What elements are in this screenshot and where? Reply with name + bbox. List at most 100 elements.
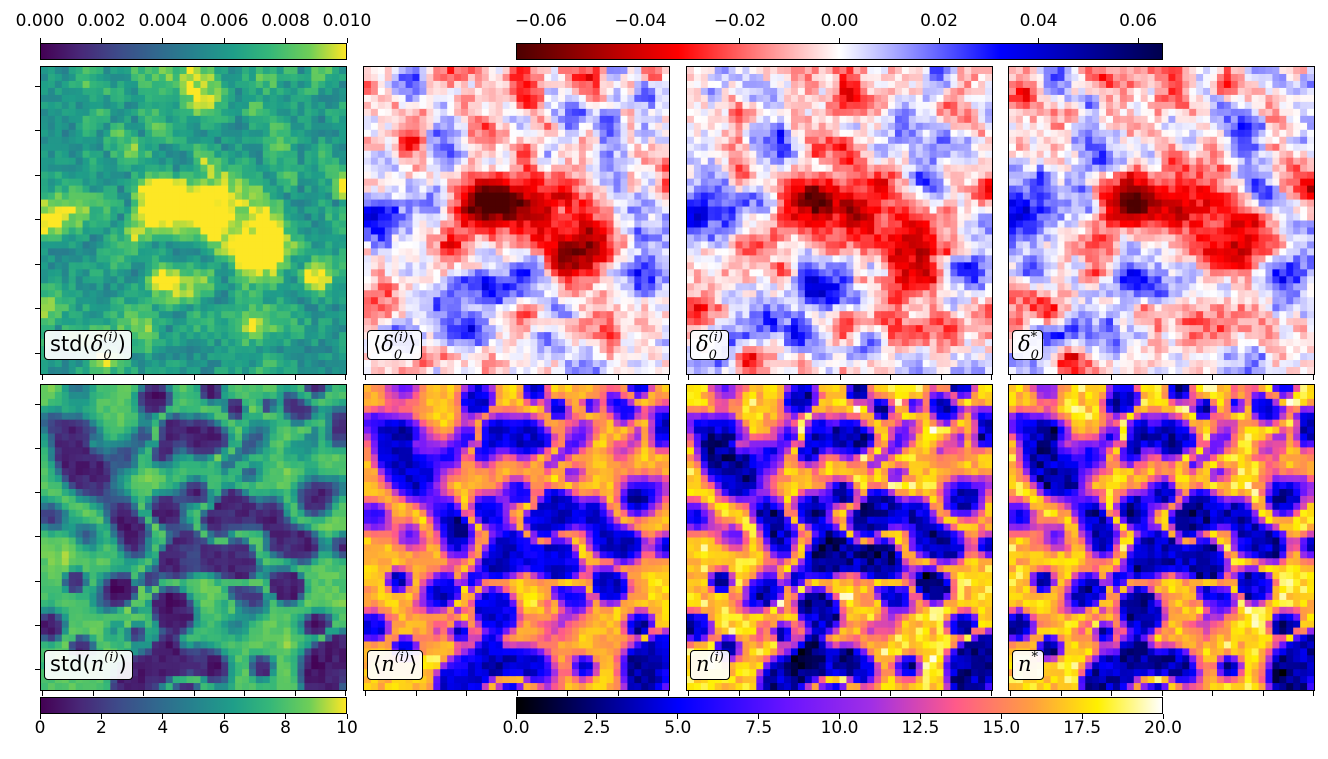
panel-label-std-n: std(n(i))	[44, 650, 133, 681]
label-symbol: n	[696, 652, 710, 676]
axis-tick	[143, 375, 144, 380]
heatmap-n-sample	[687, 385, 992, 690]
colorbar-tick-label: 20.0	[1144, 718, 1182, 738]
colorbar-tick	[162, 714, 164, 719]
axis-tick	[42, 375, 43, 380]
axis-tick	[466, 375, 467, 380]
colorbar-tick	[285, 38, 287, 43]
colorbar-tick	[285, 714, 287, 719]
axis-tick	[244, 691, 245, 696]
axis-tick	[617, 691, 619, 696]
panel-std-delta	[40, 66, 347, 375]
colorbar-tick	[1081, 714, 1083, 719]
panel-label-n-sample: n(i)	[690, 650, 730, 681]
axis-tick	[1212, 375, 1213, 380]
colorbar-tick	[1038, 38, 1040, 43]
axis-tick	[415, 375, 417, 380]
label-subscript: 0	[1030, 348, 1039, 363]
colorbar-tick	[39, 38, 41, 43]
label-scripts: (i)	[395, 650, 409, 676]
colorbar-tick-label: 17.5	[1063, 718, 1102, 738]
heatmap-mean-n	[364, 385, 669, 690]
axis-tick	[345, 691, 346, 696]
axis-tick	[516, 375, 518, 380]
axis-tick	[35, 492, 40, 494]
label-symbol: δ	[1018, 332, 1031, 356]
axis-tick	[738, 691, 740, 696]
axis-tick	[92, 375, 94, 380]
label-scripts: *	[1031, 650, 1039, 676]
colorbar-tick	[639, 38, 641, 43]
axis-tick	[1060, 375, 1062, 380]
colorbar-tick	[39, 714, 41, 719]
axis-tick	[466, 691, 467, 696]
axis-tick	[345, 375, 346, 380]
axis-tick	[1212, 691, 1213, 696]
axis-tick	[294, 375, 296, 380]
axis-tick	[1313, 691, 1314, 696]
label-scripts: (i)	[709, 650, 724, 676]
colorbar-n	[516, 697, 1163, 714]
axis-tick	[839, 375, 841, 380]
colorbar-tick	[1137, 38, 1139, 43]
colorbar-tick	[596, 714, 598, 719]
colorbar-tick-label: 6	[218, 718, 230, 738]
panel-delta-sample	[686, 66, 993, 375]
label-subscript: 0	[708, 348, 717, 363]
panel-mean-delta	[363, 66, 670, 375]
label-scripts: (i) 0	[394, 330, 408, 362]
axis-tick	[688, 691, 689, 696]
heatmap-n-true	[1009, 385, 1314, 690]
colorbar-tick	[346, 38, 348, 43]
axis-tick	[668, 375, 669, 380]
axis-tick	[35, 536, 40, 538]
label-superscript: *	[1031, 650, 1039, 665]
colorbar-delta	[516, 43, 1163, 60]
colorbar-tick-label: 8	[280, 718, 292, 738]
axis-tick	[567, 691, 568, 696]
axis-tick	[35, 308, 40, 310]
panel-label-mean-n: ⟨n(i)⟩	[367, 650, 424, 681]
colorbar-tick	[919, 714, 921, 719]
axis-tick	[1010, 375, 1011, 380]
label-superscript: (i)	[104, 650, 119, 665]
axis-tick	[365, 375, 366, 380]
colorbar-std-delta	[40, 43, 347, 60]
colorbar-tick-label: 0.04	[1019, 11, 1058, 31]
axis-tick	[35, 624, 40, 626]
label-prefix: std(	[50, 652, 91, 676]
colorbar-tick-label: 2	[95, 718, 107, 738]
heatmap-std-delta	[41, 67, 346, 374]
colorbar-tick-label: 0.004	[138, 11, 188, 31]
axis-tick	[1313, 375, 1314, 380]
axis-tick	[365, 691, 366, 696]
axis-tick	[35, 130, 40, 132]
label-superscript: (i)	[708, 330, 723, 345]
label-symbol: δ	[696, 332, 709, 356]
axis-tick	[617, 375, 619, 380]
axis-tick	[890, 375, 891, 380]
axis-tick	[1060, 691, 1062, 696]
colorbar-tick	[540, 38, 542, 43]
axis-tick	[415, 691, 417, 696]
panel-n-sample	[686, 384, 993, 691]
axis-tick	[35, 404, 40, 405]
colorbar-tick	[223, 38, 225, 43]
axis-tick	[1161, 375, 1163, 380]
label-superscript: *	[1030, 330, 1038, 345]
colorbar-tick	[100, 38, 102, 43]
label-symbol: δ	[381, 332, 394, 356]
axis-tick	[35, 668, 40, 670]
panel-mean-n	[363, 384, 670, 691]
panel-label-delta-sample: δ(i) 0	[690, 330, 729, 363]
colorbar-tick-label: 0	[34, 718, 46, 738]
colorbar-tick-label: −0.04	[614, 11, 667, 31]
axis-tick	[940, 375, 942, 380]
axis-tick	[516, 691, 518, 696]
axis-tick	[143, 691, 144, 696]
colorbar-tick	[100, 714, 102, 719]
heatmap-delta-sample	[687, 67, 992, 374]
panel-label-std-delta: std(δ(i) 0)	[44, 330, 132, 363]
label-superscript: (i)	[709, 650, 724, 665]
panel-label-n-true: n*	[1012, 650, 1045, 681]
